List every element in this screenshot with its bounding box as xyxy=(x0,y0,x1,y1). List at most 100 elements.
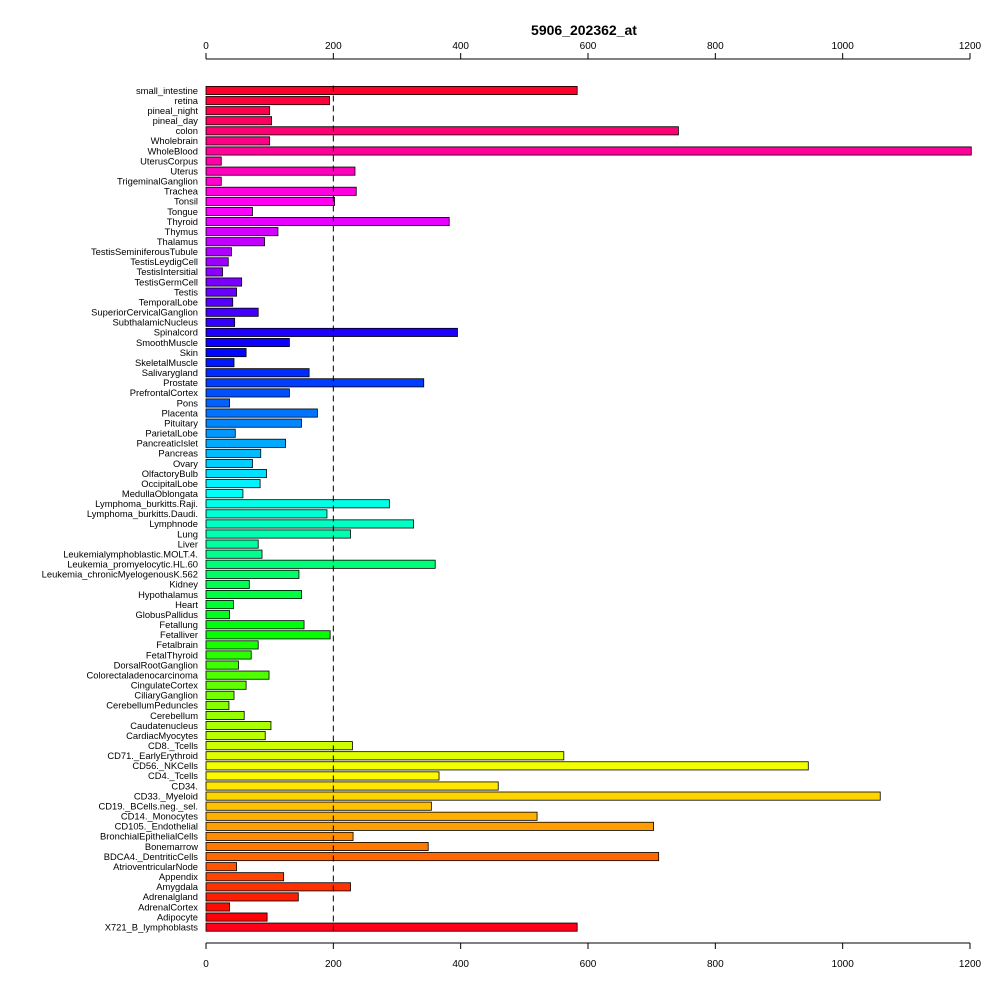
bar xyxy=(205,640,259,650)
category-label: Cerebellum xyxy=(150,710,198,721)
bar xyxy=(205,610,230,620)
bar xyxy=(205,579,250,589)
bar xyxy=(205,237,265,247)
category-label: Lymphoma_burkitts.Daudi. xyxy=(87,508,198,519)
bottom-axis: 0 200 400 600 800 1000 1200 xyxy=(203,942,982,970)
category-label: CD105._Endothelial xyxy=(115,821,198,832)
category-label: TestisIntersitial xyxy=(137,266,198,277)
category-label: Lymphoma_burkitts.Raji. xyxy=(95,498,198,509)
bar xyxy=(205,499,390,509)
bar xyxy=(205,741,353,751)
bar xyxy=(205,358,235,368)
category-label: Thymus xyxy=(165,226,199,237)
bar xyxy=(205,569,300,579)
bar xyxy=(205,337,290,347)
bar xyxy=(205,922,578,932)
bar xyxy=(205,771,440,781)
category-label: Spinalcord xyxy=(154,327,198,338)
bar xyxy=(205,136,271,146)
tick-label: 1200 xyxy=(959,41,982,52)
category-label: Leukemia_chronicMyelogenousK.562 xyxy=(42,569,198,580)
category-label: SkeletalMuscle xyxy=(135,357,198,368)
category-label: Tongue xyxy=(167,206,198,217)
bar xyxy=(205,751,565,761)
category-label: DorsalRootGanglion xyxy=(114,659,198,670)
bar xyxy=(205,428,236,438)
bar xyxy=(205,378,425,388)
tick-label: 0 xyxy=(203,41,209,52)
category-label: Placenta xyxy=(162,407,199,418)
category-label: Fetallung xyxy=(159,619,198,630)
category-label: CD19._BCells.neg._sel. xyxy=(98,800,198,811)
category-label: Skin xyxy=(180,347,198,358)
category-label: pineal_day xyxy=(153,115,199,126)
bar xyxy=(205,821,654,831)
bar xyxy=(205,801,432,811)
tick-label: 0 xyxy=(203,959,209,970)
category-label: CD56._NKCells xyxy=(132,760,198,771)
bar xyxy=(205,690,235,700)
category-label: Ovary xyxy=(173,458,198,469)
bar xyxy=(205,781,499,791)
category-label: TestisGermCell xyxy=(134,276,198,287)
category-label: Testis xyxy=(174,286,198,297)
bars-group xyxy=(205,86,972,932)
category-label: CD4._Tcells xyxy=(148,770,198,781)
category-label: OlfactoryBulb xyxy=(142,468,198,479)
bar xyxy=(205,761,809,771)
category-label: Pancreas xyxy=(158,448,198,459)
category-label: PrefrontalCortex xyxy=(130,387,199,398)
bar xyxy=(205,176,222,186)
bar xyxy=(205,529,351,539)
category-label: Fetalbrain xyxy=(156,639,198,650)
bar xyxy=(205,398,230,408)
category-label: Colorectaladenocarcinoma xyxy=(86,669,198,680)
bar xyxy=(205,519,414,529)
tick-label: 200 xyxy=(325,41,342,52)
category-label: BronchialEpithelialCells xyxy=(100,831,198,842)
category-label: Heart xyxy=(175,599,198,610)
bar xyxy=(205,670,270,680)
category-label: Leukemia_promyelocytic.HL.60 xyxy=(67,559,198,570)
category-label: TestisLeydigCell xyxy=(130,256,198,267)
bar xyxy=(205,882,351,892)
bar xyxy=(205,710,245,720)
category-label: Thyroid xyxy=(167,216,198,227)
bar xyxy=(205,852,660,862)
category-label: CD14._Monocytes xyxy=(121,811,198,822)
category-label: small_intestine xyxy=(136,85,198,96)
category-label: Thalamus xyxy=(157,236,198,247)
category-label: ParietalLobe xyxy=(145,428,198,439)
bar xyxy=(205,368,310,378)
bar xyxy=(205,418,302,428)
bar xyxy=(205,287,237,297)
category-label: AdrenalCortex xyxy=(138,901,198,912)
bar xyxy=(205,96,330,106)
bar xyxy=(205,317,236,327)
category-label: Hypothalamus xyxy=(138,589,198,600)
tick-label: 800 xyxy=(707,41,724,52)
tick-label: 1000 xyxy=(832,959,855,970)
bar xyxy=(205,156,222,166)
bar xyxy=(205,811,538,821)
category-label: BDCA4._DentriticCells xyxy=(104,851,199,862)
category-label: X721_B_lymphoblasts xyxy=(105,921,199,932)
tick-label: 1200 xyxy=(959,959,982,970)
bar xyxy=(205,297,234,307)
bar xyxy=(205,721,272,731)
category-label: CD8._Tcells xyxy=(148,740,198,751)
bar xyxy=(205,106,271,116)
bar xyxy=(205,438,286,448)
bar xyxy=(205,479,261,489)
category-label: Kidney xyxy=(169,579,198,590)
tick-label: 400 xyxy=(452,959,469,970)
category-label: CingulateCortex xyxy=(131,680,199,691)
category-label: Bonemarrow xyxy=(145,841,198,852)
category-label: Liver xyxy=(178,538,198,549)
bar xyxy=(205,116,272,126)
bar xyxy=(205,902,230,912)
bar xyxy=(205,842,429,852)
bar xyxy=(205,650,252,660)
top-axis: 0 200 400 600 800 1000 1200 xyxy=(203,41,982,60)
bar xyxy=(205,630,331,640)
